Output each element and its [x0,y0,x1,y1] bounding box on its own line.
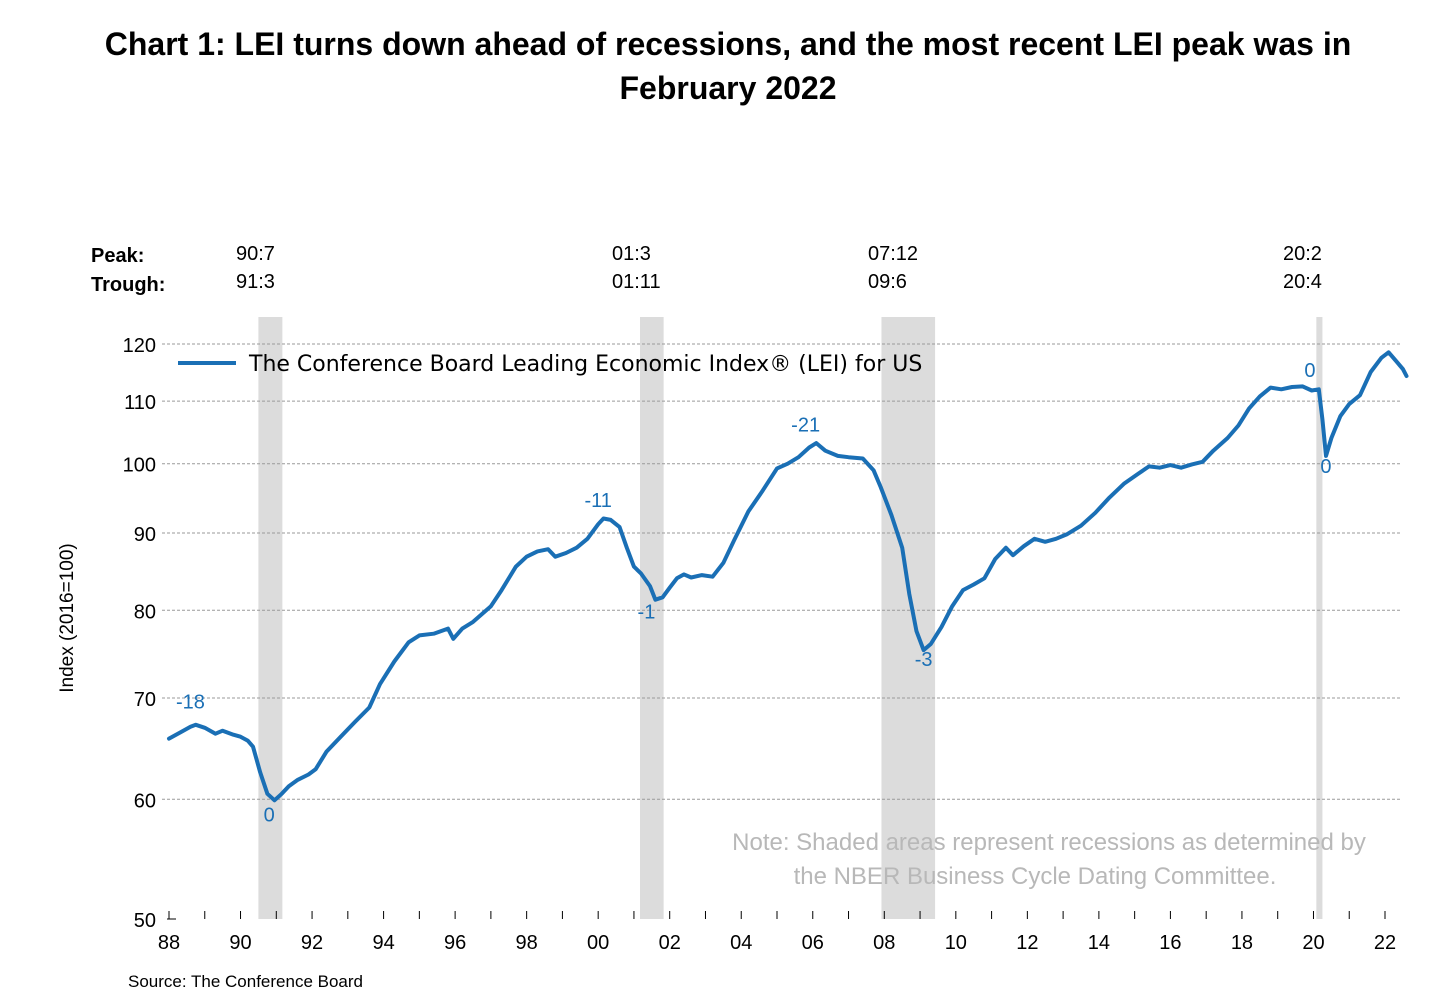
recession-band-1 [640,317,664,919]
y-axis-title: Index (2016=100) [57,543,78,692]
chart-title-line-1: Chart 1: LEI turns down ahead of recessi… [104,26,1352,62]
lead-annotation-7: 0 [1320,456,1331,478]
lead-annotation-5: -3 [915,649,933,671]
legend: The Conference Board Leading Economic In… [178,352,922,377]
y-tick-label-50: 50 [134,910,156,932]
trough-date-3: 20:4 [1283,271,1322,293]
x-tick-label-10: 10 [945,932,967,954]
note-line-2: the NBER Business Cycle Dating Committee… [794,863,1277,890]
recession-band-3 [1316,317,1323,919]
peak-header-label: Peak: [91,245,144,267]
lead-annotation-2: -11 [584,490,611,512]
peak-date-2: 07:12 [868,243,918,265]
recession-band-0 [258,317,283,919]
y-tick-label-90: 90 [134,524,156,546]
lead-annotation-6: 0 [1304,360,1315,382]
x-tick-label-18: 18 [1231,932,1253,954]
annotations: -18 0 -11 -1 -21 -3 0 0 [176,360,1332,826]
x-tick-label-98: 98 [516,932,538,954]
x-tick-label-14: 14 [1088,932,1110,954]
lead-annotation-4: -21 [791,415,820,437]
trough-date-0: 91:3 [236,271,275,293]
peak-date-3: 20:2 [1283,243,1322,265]
x-tick-label-16: 16 [1159,932,1181,954]
chart-title-line-2: February 2022 [619,70,837,106]
x-tick-label-96: 96 [444,932,466,954]
trough-date-2: 09:6 [868,271,907,293]
lead-annotation-0: -18 [176,691,205,713]
x-tick-label-20: 20 [1302,932,1324,954]
peak-date-0: 90:7 [236,243,275,265]
y-tick-label-110: 110 [124,392,156,414]
chart-title: Chart 1: LEI turns down ahead of recessi… [0,22,1456,110]
source-note: Source: The Conference Board [128,972,363,991]
y-tick-label-100: 100 [123,455,156,477]
y-tick-label-70: 70 [134,689,156,711]
trough-date-1: 01:11 [612,271,661,293]
trough-header-label: Trough: [91,274,165,296]
note: Note: Shaded areas represent recessions … [732,829,1366,890]
x-tick-label-22: 22 [1374,932,1396,954]
x-tick-label-92: 92 [301,932,323,954]
x-tick-label-12: 12 [1016,932,1038,954]
x-tick-label-08: 08 [873,932,895,954]
x-tick-label-02: 02 [659,932,681,954]
x-tick-label-00: 00 [587,932,609,954]
gridlines [162,343,1400,800]
x-tick-label-88: 88 [158,932,180,954]
y-tick-label-80: 80 [134,601,156,623]
x-tick-label-94: 94 [372,932,394,954]
series-layer [167,350,1409,803]
series-line-lei [167,350,1409,803]
peak-date-1: 01:3 [612,243,651,265]
x-tick-label-04: 04 [730,932,752,954]
lead-annotation-1: 0 [264,805,275,827]
y-tick-label-120: 120 [123,335,156,357]
x-tick-label-06: 06 [802,932,824,954]
recession-band-2 [881,317,936,919]
note-line-1: Note: Shaded areas represent recessions … [732,829,1366,856]
recession-shading-layer [258,317,1323,919]
x-tick-label-90: 90 [229,932,251,954]
legend-label: The Conference Board Leading Economic In… [248,352,922,377]
y-tick-label-60: 60 [134,790,156,812]
lead-annotation-3: -1 [638,602,656,624]
peak-trough-header: Peak: Trough: 90:7 91:3 01:3 01:11 07:12 09:6 20… [91,243,1322,296]
